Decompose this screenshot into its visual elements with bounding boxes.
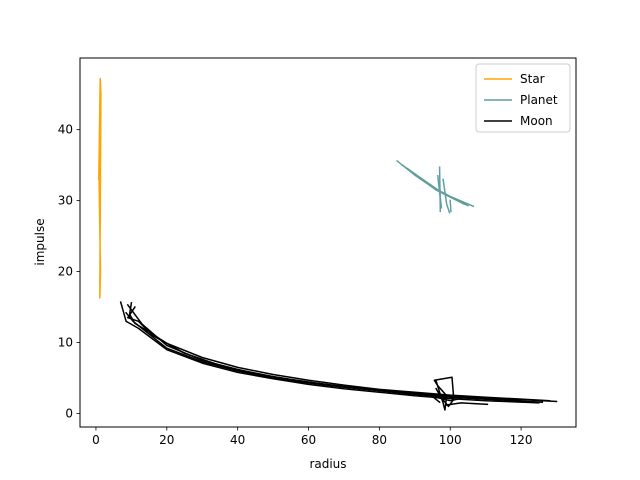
legend-label-star: Star: [520, 72, 545, 86]
x-tick-label: 0: [92, 433, 100, 447]
planet-line-2: [401, 164, 469, 207]
planet-line-5: [442, 178, 451, 214]
legend-frame: [475, 63, 571, 133]
moon-line-0: [119, 301, 540, 404]
x-axis-label: radius: [309, 457, 346, 471]
x-tick-label: 60: [301, 433, 316, 447]
y-axis-label: impulse: [33, 218, 47, 265]
x-tick-label: 40: [230, 433, 245, 447]
x-tick-label: 100: [439, 433, 462, 447]
legend-label-planet: Planet: [520, 93, 558, 107]
planet-line-4: [436, 174, 443, 209]
legend: Star Planet Moon: [475, 63, 571, 133]
x-tick-label: 120: [510, 433, 533, 447]
moon-line-4: [127, 306, 522, 401]
y-tick-label: 0: [65, 407, 73, 421]
y-tick-label: 30: [58, 194, 73, 208]
x-axis-ticks: 0 20 40 60 80 100 120: [92, 427, 533, 447]
y-tick-label: 40: [58, 123, 73, 137]
y-tick-label: 20: [58, 265, 73, 279]
y-axis-ticks: 0 10 20 30 40: [58, 123, 80, 421]
planet-line-6: [449, 199, 452, 213]
moon-line-7: [431, 395, 459, 404]
x-tick-label: 80: [372, 433, 387, 447]
plot-lines: [98, 77, 558, 411]
legend-label-moon: Moon: [520, 114, 553, 128]
y-tick-label: 10: [58, 336, 73, 350]
x-tick-label: 20: [159, 433, 174, 447]
star-line-0: [98, 77, 102, 299]
plot-frame: [79, 57, 577, 428]
moon-line-6: [445, 402, 489, 406]
